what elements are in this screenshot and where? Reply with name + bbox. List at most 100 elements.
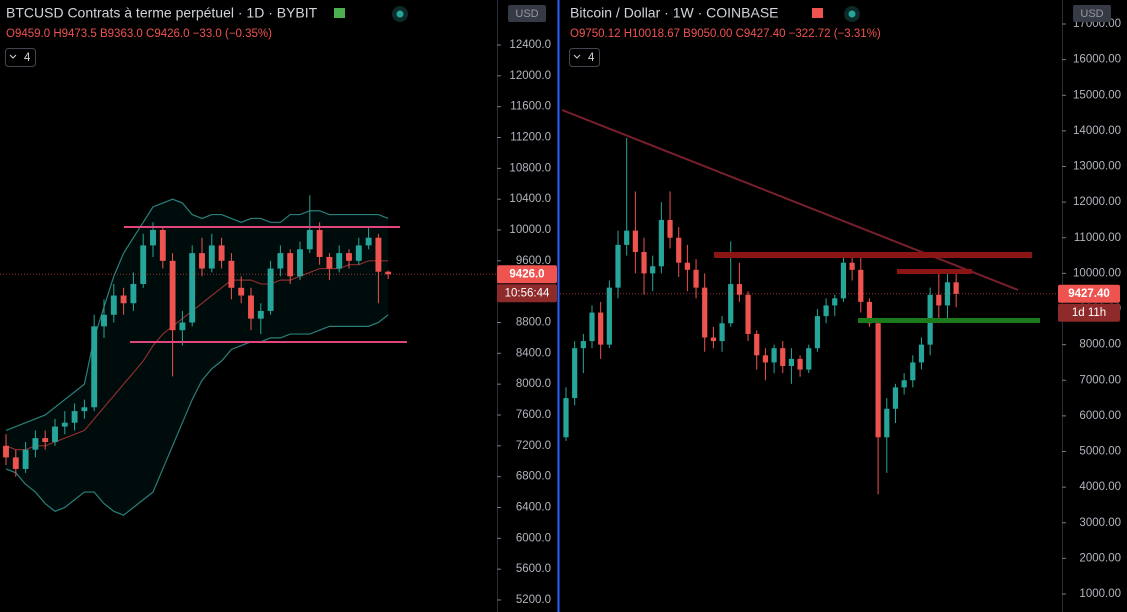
candle-body (580, 341, 586, 349)
candle-body (140, 245, 147, 284)
indicator-toggle[interactable] (569, 48, 600, 67)
candle-body (355, 245, 362, 261)
candle-body (316, 230, 323, 257)
currency-badge (508, 5, 546, 22)
candle-body (953, 282, 959, 294)
indicator-count: 4 (24, 52, 31, 64)
indicator-toggle[interactable] (5, 48, 36, 67)
candle-body (788, 358, 795, 367)
price-tag-text: 9427.40 (1068, 288, 1110, 300)
band-basis (5, 260, 389, 451)
candle-body (32, 438, 39, 450)
candle-body (632, 230, 638, 253)
candle-body (385, 271, 392, 275)
trend-line (561, 109, 1019, 291)
candle-body (71, 411, 78, 423)
candle-body (563, 398, 569, 438)
candle-body (641, 252, 647, 274)
y-tick-label: 8000.0 (516, 378, 551, 390)
candle-body (101, 314, 107, 327)
candle-body (572, 348, 578, 399)
countdown-text: 1d 11h (1072, 307, 1106, 319)
candle-body (936, 294, 942, 306)
y-tick-label: 11000.00 (1074, 232, 1121, 244)
status-dot (396, 10, 404, 18)
y-tick-label: 6000.00 (1079, 410, 1121, 422)
candle-body (12, 457, 19, 469)
candle-body (218, 245, 225, 261)
chevron (573, 54, 581, 59)
candle-body (238, 287, 245, 296)
candle-body (918, 344, 925, 363)
candle-body (277, 253, 284, 269)
candle-body (710, 337, 716, 342)
y-tick-label: 10400.0 (509, 193, 551, 205)
y-tick-label: 5200.0 (516, 594, 551, 606)
candle-body (832, 298, 838, 306)
candle-body (606, 287, 612, 345)
candle-body (287, 253, 294, 277)
candle-body (336, 253, 343, 269)
y-tick-label: 6000.0 (516, 532, 551, 544)
candle-body (814, 316, 821, 349)
y-tick-label: 12400.0 (509, 39, 551, 51)
y-tick-label: 16000.00 (1073, 54, 1121, 66)
candle-body (81, 407, 88, 412)
candle-body (91, 326, 98, 408)
candle-body (267, 268, 274, 311)
candle-body (806, 348, 812, 370)
candle-body (875, 323, 881, 438)
candle-body (866, 301, 873, 324)
y-tick-label: 8800.0 (516, 317, 551, 329)
candle-body (199, 253, 205, 269)
candle-body (823, 305, 829, 317)
y-tick-label: 8000.00 (1079, 339, 1121, 351)
candle-body (3, 445, 9, 458)
y-tick-label: 11200.0 (510, 132, 551, 144)
y-tick-label: 2000.00 (1079, 552, 1121, 564)
price-tag-text: 9426.0 (509, 268, 544, 280)
candle-body (120, 295, 127, 304)
candle-body (208, 245, 215, 269)
y-tick-label: 14000.00 (1073, 125, 1121, 137)
candle-body (248, 295, 254, 319)
ohlc-values: O9750.12 H10018.67 B9050.00 C9427.40 −32… (570, 28, 881, 40)
currency-badge (1073, 5, 1111, 22)
resistance-zone (714, 252, 1032, 258)
candle-body (615, 244, 621, 288)
status-dot (848, 10, 856, 18)
y-tick-label: 6800.0 (516, 471, 551, 483)
y-tick-label: 12000.00 (1073, 196, 1121, 208)
candle-body (676, 237, 682, 263)
y-tick-label: 8400.0 (516, 347, 551, 359)
candle-body (110, 295, 117, 315)
candle-body (745, 294, 751, 334)
candle-body (169, 260, 176, 331)
candle-body (667, 219, 673, 238)
candle-body (658, 219, 664, 267)
candle-body (892, 387, 899, 409)
price-tag (497, 265, 557, 284)
y-tick-label: 7000.00 (1079, 374, 1121, 386)
candle-body (189, 253, 196, 323)
countdown-tag (1058, 303, 1120, 322)
countdown-text: 10:56:44 (505, 287, 550, 299)
candle-body (22, 449, 29, 469)
currency: USD (1080, 8, 1103, 20)
y-tick-label: 10000.0 (509, 224, 551, 236)
y-tick-label: 10000.00 (1073, 267, 1121, 279)
ohlc-values: O9459.0 H9473.5 B9363.0 C9426.0 −33.0 (−… (6, 28, 272, 40)
candle-body (780, 348, 786, 367)
price-tag (1058, 284, 1120, 303)
candle-body (375, 237, 382, 272)
candle-body (702, 287, 708, 338)
y-tick-label: 13000.00 (1073, 161, 1121, 173)
y-tick-label: 5000.00 (1079, 446, 1121, 458)
symbol-title: BTCUSD Contrats à terme perpétuel · 1D ·… (6, 5, 318, 21)
flag-icon (812, 8, 823, 18)
candle-body (884, 408, 890, 438)
y-tick-label: 11600.0 (510, 101, 551, 113)
y-tick-label: 1000.00 (1079, 588, 1121, 600)
candle-body (736, 284, 743, 295)
